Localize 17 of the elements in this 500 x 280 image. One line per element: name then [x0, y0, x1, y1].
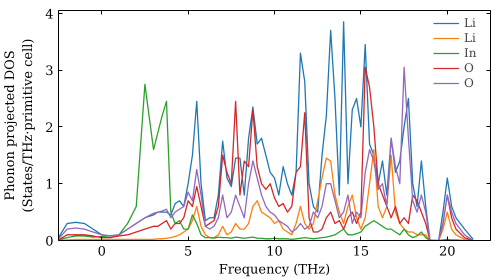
x-tick-label: 20	[439, 244, 456, 260]
y-axis-title: Phonon projected DOS (States/THz·primitive cell)	[3, 38, 36, 212]
legend-label: In	[464, 46, 478, 60]
x-tick-label: 0	[98, 244, 106, 260]
legend-label: Li	[464, 31, 477, 45]
legend-label: O	[464, 61, 475, 75]
y-tick-label: 2	[45, 120, 54, 136]
x-tick-label: 15	[352, 244, 370, 260]
legend-label: Li	[464, 16, 477, 30]
y-tick-label: 0	[45, 234, 54, 250]
x-tick-label: 10	[266, 244, 283, 260]
x-axis-title: Frequency (THz)	[218, 262, 330, 278]
x-tick-label: 5	[184, 244, 192, 260]
legend-label: O	[464, 76, 475, 90]
y-tick-label: 3	[45, 64, 54, 80]
y-tick-label: 4	[45, 7, 54, 22]
y-tick-label: 1	[45, 178, 54, 193]
